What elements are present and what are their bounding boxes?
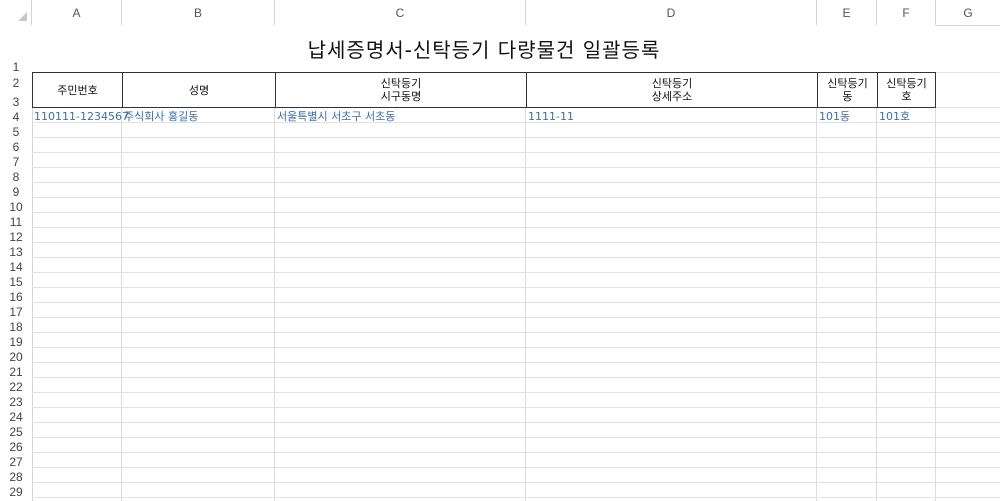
row-header[interactable]: 15 — [9, 275, 23, 289]
cell-b4[interactable]: 주식회사 홍길동 — [124, 110, 199, 123]
header-trust-detail-address[interactable]: 신탁등기 상세주소 — [526, 72, 817, 108]
cell-grid[interactable]: 납세증명서-신탁등기 다량물건 일괄등록 주민번호 성명 신탁등기 시구동명 신… — [32, 25, 1000, 501]
row-header[interactable]: 26 — [9, 440, 23, 454]
gridline — [32, 182, 1000, 183]
gridline — [816, 25, 817, 501]
row-header[interactable]: 25 — [9, 425, 23, 439]
row-header[interactable]: 21 — [9, 365, 23, 379]
row-header[interactable]: 11 — [9, 215, 23, 229]
column-header-c[interactable]: C — [275, 0, 526, 25]
column-header-bar: A B C D E F G — [0, 0, 1000, 26]
row-header[interactable]: 17 — [9, 305, 23, 319]
column-header-e[interactable]: E — [817, 0, 877, 25]
row-header[interactable]: 22 — [9, 380, 23, 394]
row-header[interactable]: 23 — [9, 395, 23, 409]
gridline — [32, 482, 1000, 483]
header-trust-building[interactable]: 신탁등기 동 — [817, 72, 877, 108]
gridline — [32, 497, 1000, 498]
column-header-d[interactable]: D — [526, 0, 817, 25]
gridline — [525, 25, 526, 501]
gridline — [32, 227, 1000, 228]
gridline — [32, 422, 1000, 423]
cell-e4[interactable]: 101동 — [819, 110, 851, 123]
row-header[interactable]: 24 — [9, 410, 23, 424]
row-header[interactable]: 10 — [9, 200, 23, 214]
gridline — [121, 25, 122, 501]
gridline — [32, 152, 1000, 153]
gridline — [32, 242, 1000, 243]
gridline — [32, 347, 1000, 348]
gridline — [32, 437, 1000, 438]
row-header[interactable]: 18 — [9, 320, 23, 334]
row-header[interactable]: 1 — [12, 60, 20, 74]
gridline — [32, 452, 1000, 453]
row-header[interactable]: 27 — [9, 455, 23, 469]
header-jumin-number[interactable]: 주민번호 — [32, 72, 122, 108]
gridline — [32, 302, 1000, 303]
select-all-corner[interactable] — [0, 0, 32, 25]
gridline — [32, 407, 1000, 408]
row-header[interactable]: 12 — [9, 230, 23, 244]
row-header[interactable]: 29 — [9, 485, 23, 499]
row-header[interactable]: 7 — [12, 155, 20, 169]
row-header[interactable]: 13 — [9, 245, 23, 259]
gridline — [32, 287, 1000, 288]
gridline — [32, 212, 1000, 213]
row-header[interactable]: 19 — [9, 335, 23, 349]
header-trust-city-district[interactable]: 신탁등기 시구동명 — [275, 72, 526, 108]
gridline — [32, 257, 1000, 258]
row-header[interactable]: 28 — [9, 470, 23, 484]
row-header[interactable]: 9 — [12, 185, 20, 199]
cell-c4[interactable]: 서울특별시 서초구 서초동 — [277, 110, 396, 123]
row-header[interactable]: 4 — [12, 110, 20, 124]
sheet-title[interactable]: 납세증명서-신탁등기 다량물건 일괄등록 — [32, 25, 936, 72]
gridline — [32, 467, 1000, 468]
column-header-f[interactable]: F — [877, 0, 936, 25]
row-header[interactable]: 16 — [9, 290, 23, 304]
row-header[interactable]: 6 — [12, 140, 20, 154]
cell-a4[interactable]: 110111-1234567 — [34, 109, 129, 123]
row-header[interactable]: 20 — [9, 350, 23, 364]
gridline — [32, 167, 1000, 168]
gridline — [32, 392, 1000, 393]
row-header-bar: 1 2 3 4 5 6 7 8 9 10 11 12 13 14 15 16 1… — [0, 25, 33, 501]
column-header-a[interactable]: A — [32, 0, 122, 25]
gridline — [32, 272, 1000, 273]
gridline — [32, 332, 1000, 333]
header-name[interactable]: 성명 — [122, 72, 275, 108]
gridline — [32, 137, 1000, 138]
gridline — [935, 25, 936, 501]
gridline — [32, 317, 1000, 318]
gridline — [32, 362, 1000, 363]
row-header[interactable]: 3 — [12, 95, 20, 109]
header-trust-unit[interactable]: 신탁등기 호 — [877, 72, 936, 108]
gridline — [32, 197, 1000, 198]
gridline — [32, 377, 1000, 378]
row-header[interactable]: 14 — [9, 260, 23, 274]
column-header-g[interactable]: G — [963, 5, 973, 20]
gridline — [876, 25, 877, 501]
gridline — [274, 25, 275, 501]
row-header[interactable]: 8 — [12, 170, 20, 184]
cell-f4[interactable]: 101호 — [879, 110, 911, 123]
select-all-triangle-icon — [18, 12, 27, 21]
row-header[interactable]: 5 — [12, 125, 20, 139]
column-header-b[interactable]: B — [122, 0, 275, 25]
gridline — [32, 122, 1000, 123]
row-header[interactable]: 2 — [12, 76, 20, 90]
cell-d4[interactable]: 1111-11 — [528, 109, 574, 123]
